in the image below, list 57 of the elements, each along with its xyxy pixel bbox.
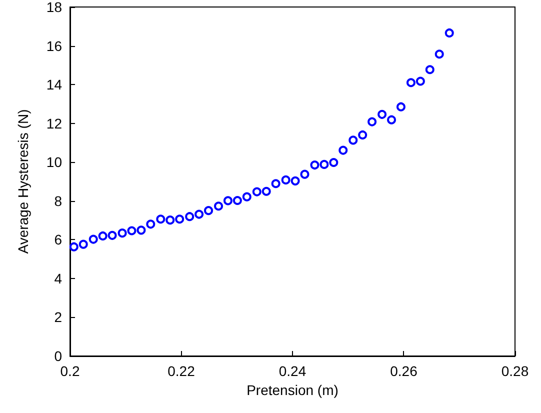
x-tick-label: 0.24: [278, 363, 306, 379]
point: [252, 187, 262, 196]
y-tick-label: 0: [54, 348, 62, 364]
point: [387, 115, 396, 124]
y-tick-label: 4: [54, 270, 62, 286]
point: [166, 216, 175, 225]
point: [88, 234, 98, 244]
x-tick-label: 0.2: [60, 363, 80, 379]
point: [368, 117, 377, 126]
point: [185, 212, 194, 222]
point: [175, 214, 184, 224]
point: [444, 28, 454, 38]
y-tick-label: 10: [46, 154, 62, 170]
point: [425, 65, 434, 74]
point: [194, 210, 204, 219]
x-tick-label: 0.28: [501, 363, 529, 379]
point: [262, 186, 271, 196]
point: [290, 176, 300, 186]
point: [204, 206, 214, 216]
y-tick-label: 2: [54, 309, 62, 326]
point: [146, 220, 156, 229]
point: [320, 160, 329, 169]
point: [108, 230, 117, 240]
point: [281, 175, 290, 184]
point: [329, 158, 338, 167]
point: [358, 130, 368, 140]
point: [271, 179, 280, 188]
point: [338, 146, 348, 155]
x-tick-label: 0.22: [168, 363, 196, 379]
point: [127, 226, 136, 236]
point: [406, 78, 416, 88]
y-tick-label: 18: [46, 0, 62, 15]
x-axis-title: Pretension (m): [246, 382, 338, 398]
point: [232, 196, 242, 205]
y-tick-label: 14: [46, 76, 62, 93]
point: [416, 76, 425, 86]
y-axis-title: Average Hysteresis (N): [15, 109, 31, 254]
point: [434, 50, 444, 59]
point: [378, 110, 387, 119]
point: [118, 228, 127, 238]
point: [214, 202, 224, 211]
y-tick-label: 16: [46, 38, 62, 54]
point: [78, 240, 88, 249]
x-tick-label: 0.26: [390, 363, 418, 379]
point: [156, 214, 166, 224]
y-tick-label: 12: [46, 115, 62, 132]
y-tick-label: 8: [54, 192, 62, 209]
point: [223, 196, 232, 206]
point: [136, 226, 146, 235]
point: [300, 170, 310, 179]
point: [310, 160, 320, 170]
point: [348, 136, 358, 145]
point: [396, 102, 406, 112]
point: [98, 231, 108, 240]
point: [242, 192, 252, 202]
point: [69, 242, 78, 252]
y-tick-label: 6: [54, 232, 62, 248]
